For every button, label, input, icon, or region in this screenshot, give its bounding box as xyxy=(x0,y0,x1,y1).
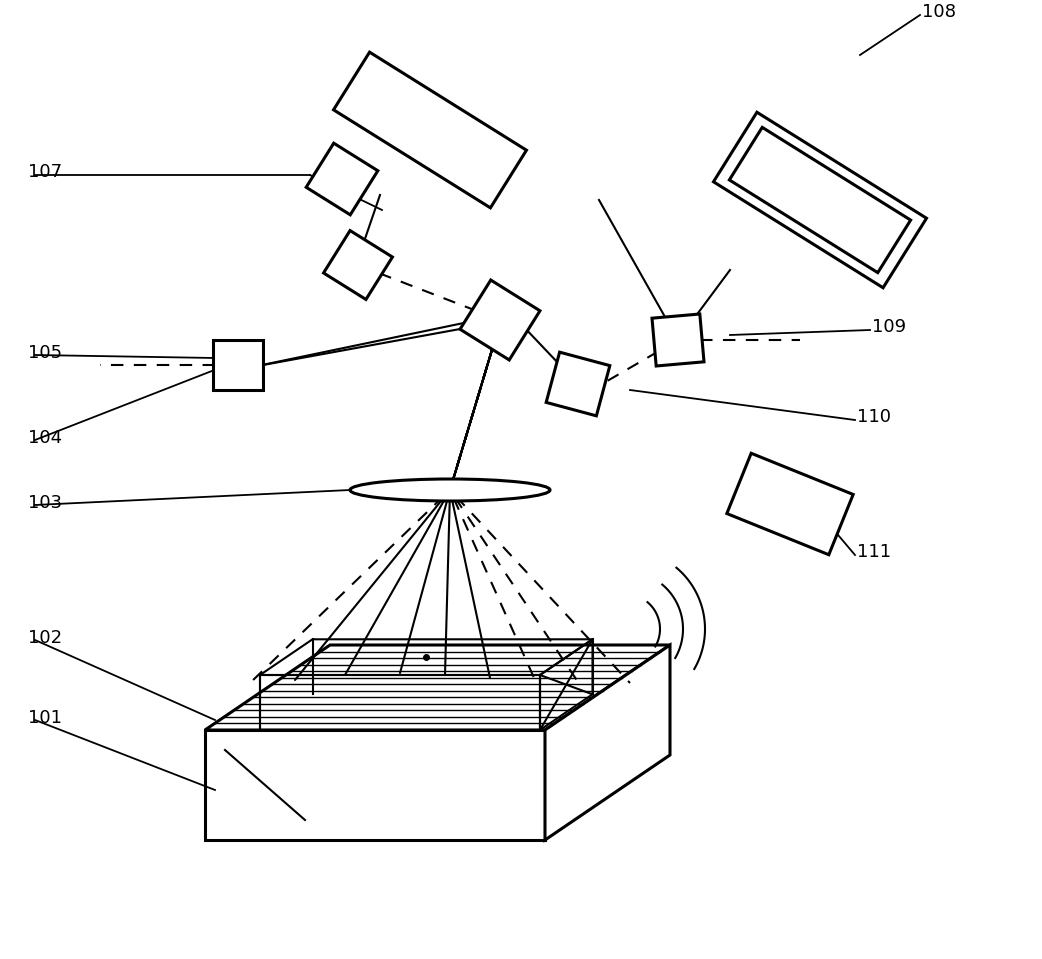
Polygon shape xyxy=(205,730,545,840)
Text: 105: 105 xyxy=(28,344,63,362)
Ellipse shape xyxy=(350,479,550,501)
Polygon shape xyxy=(727,454,853,554)
Polygon shape xyxy=(729,128,911,272)
Text: 109: 109 xyxy=(872,318,907,336)
Text: 107: 107 xyxy=(28,163,63,181)
Polygon shape xyxy=(213,340,263,390)
Text: 111: 111 xyxy=(857,543,891,561)
Text: 101: 101 xyxy=(28,709,63,727)
Polygon shape xyxy=(545,645,670,840)
Text: 110: 110 xyxy=(857,408,891,426)
Text: 104: 104 xyxy=(28,429,63,447)
Polygon shape xyxy=(652,314,704,366)
Polygon shape xyxy=(460,280,540,360)
Text: 103: 103 xyxy=(28,494,63,512)
Polygon shape xyxy=(333,52,526,208)
Polygon shape xyxy=(205,645,670,730)
Text: 102: 102 xyxy=(28,629,63,647)
Polygon shape xyxy=(546,352,610,416)
Polygon shape xyxy=(306,143,378,215)
Polygon shape xyxy=(324,230,393,299)
Text: 108: 108 xyxy=(922,3,956,21)
Polygon shape xyxy=(714,112,926,288)
